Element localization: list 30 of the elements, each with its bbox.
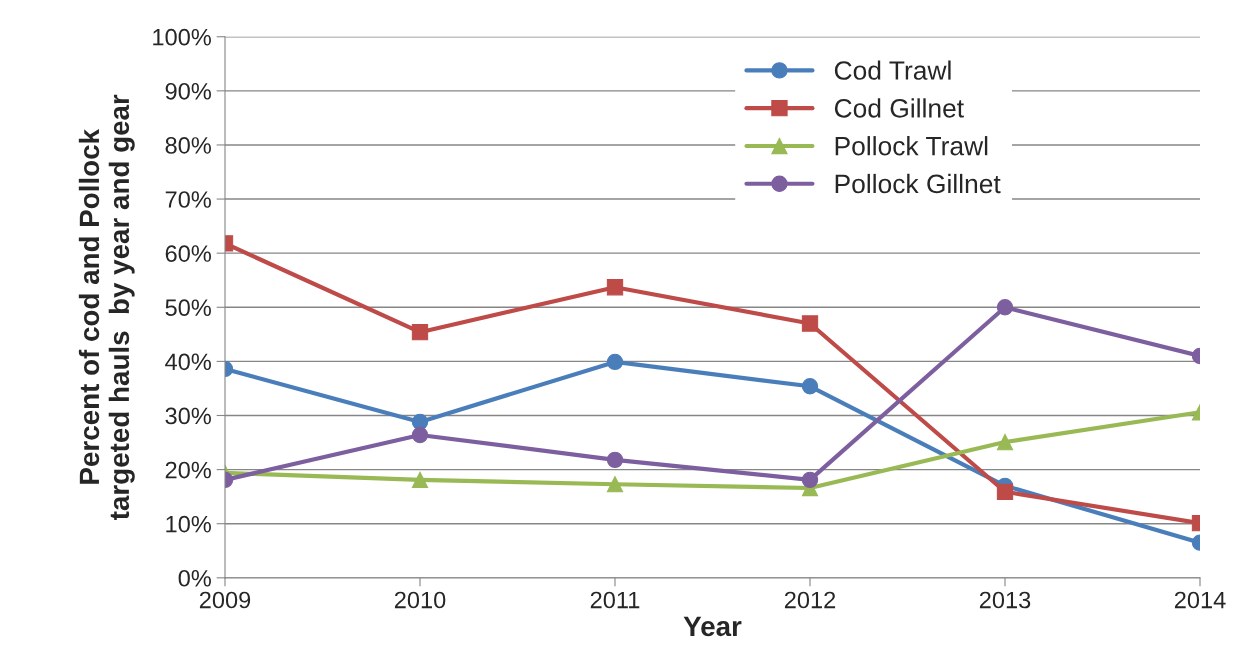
legend-label: Cod Gillnet <box>834 98 964 118</box>
y-tick-label: 30% <box>165 407 211 425</box>
x-axis-title: Year <box>683 616 742 637</box>
y-axis-title: Percent of cod and Pollock targeted hauls by year and gear <box>78 94 135 520</box>
x-tick-label: 2009 <box>199 591 251 609</box>
y-tick-label: 100% <box>153 28 211 46</box>
y-tick-label: 40% <box>165 353 211 371</box>
x-tick-label: 2012 <box>784 591 836 609</box>
y-tick-label: 10% <box>166 515 211 533</box>
legend-label: Cod Trawl <box>834 60 951 80</box>
point <box>606 279 624 296</box>
point <box>801 378 819 395</box>
legend-label: Pollock Gillnet <box>835 173 1001 194</box>
y-tick-label: 90% <box>165 82 211 100</box>
x-tick-label: 2013 <box>979 591 1031 609</box>
point <box>801 471 819 489</box>
y-tick-label: 50% <box>165 299 211 317</box>
legend-label: Pollock Trawl <box>835 136 988 156</box>
y-tick-label: 20% <box>165 461 211 479</box>
y-tick-label: 60% <box>165 245 211 262</box>
point <box>801 315 819 332</box>
point <box>606 353 624 371</box>
point <box>606 451 624 469</box>
y-tick-label: 70% <box>165 191 211 208</box>
y-tick-label: 0% <box>178 569 211 587</box>
y-tick-label: 80% <box>165 137 211 154</box>
x-tick-label: 2011 <box>590 591 640 609</box>
x-tick-label: 2010 <box>394 591 446 609</box>
point <box>606 476 624 493</box>
x-tick-label: 2014 <box>1174 591 1226 609</box>
